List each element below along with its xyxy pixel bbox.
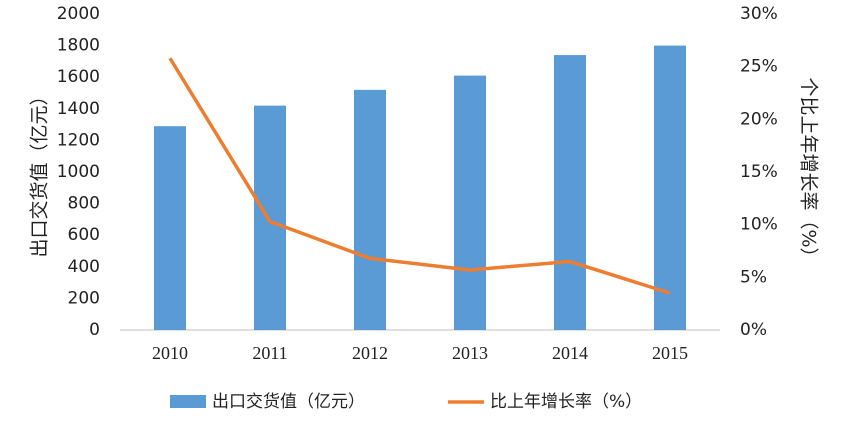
y-tick-label: 1600 [57, 67, 100, 87]
bar [354, 89, 386, 330]
x-tick-label: 2013 [452, 343, 488, 363]
y-axis-label: 出口交货值（亿元） [29, 86, 51, 257]
bar [154, 126, 186, 331]
y-tick-label: 1200 [57, 130, 100, 150]
x-tick-label: 2012 [352, 343, 388, 363]
x-tick-label: 2010 [152, 343, 188, 363]
y-tick-label: 800 [68, 194, 100, 214]
y-tick-label: 2000 [57, 4, 100, 24]
y2-tick-label: 10% [740, 215, 778, 235]
y-tick-label: 1000 [57, 162, 100, 182]
y2-tick-label: 25% [740, 57, 778, 77]
y-tick-label: 600 [68, 225, 100, 245]
y-tick-label: 1400 [57, 99, 100, 119]
line [168, 57, 671, 295]
bar [454, 75, 486, 331]
legend-swatch [170, 395, 206, 408]
x-tick-label: 2011 [252, 343, 287, 363]
bar [254, 105, 286, 330]
legend-label: 出口交货值（亿元） [212, 392, 365, 412]
y-tick-label: 200 [68, 288, 100, 308]
y2-axis-label: 个比上年增长率（%） [798, 77, 820, 266]
bar [554, 55, 586, 331]
y-tick-label: 400 [68, 257, 100, 277]
y2-tick-label: 30% [740, 4, 778, 24]
y2-tick-label: 15% [740, 162, 778, 182]
x-tick-label: 2014 [552, 343, 588, 363]
legend-label: 比上年增长率（%） [490, 392, 642, 412]
x-tick-label: 2015 [652, 343, 688, 363]
y-tick-label: 0 [89, 320, 100, 340]
y2-tick-label: 20% [740, 109, 778, 129]
y2-tick-label: 0% [740, 320, 767, 340]
y-tick-label: 1800 [57, 36, 100, 56]
y2-tick-label: 5% [740, 267, 767, 287]
bar [654, 45, 686, 330]
